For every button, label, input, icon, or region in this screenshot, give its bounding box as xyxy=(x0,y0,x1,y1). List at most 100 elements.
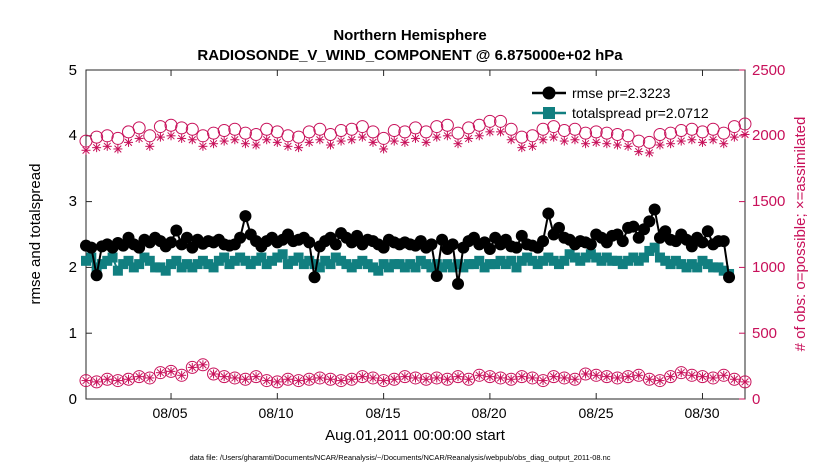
obs-assimilated-point xyxy=(538,376,548,386)
obs-possible-point xyxy=(440,372,454,386)
totalspread-point xyxy=(463,259,474,270)
totalspread-point xyxy=(538,255,549,266)
star-stroke xyxy=(496,128,505,136)
obs-possible-point xyxy=(217,370,231,384)
totalspread-point xyxy=(453,259,464,270)
obs-assimilated-point xyxy=(379,144,389,154)
obs-possible-point xyxy=(313,122,327,136)
totalspread-point xyxy=(612,255,623,266)
rmse-point xyxy=(170,224,183,237)
star-stroke xyxy=(146,142,154,151)
star-stroke xyxy=(539,136,547,144)
obs-possible-point xyxy=(706,371,720,385)
obs-assimilated-point xyxy=(687,370,697,380)
obs-possible-point xyxy=(525,371,539,385)
star-stroke xyxy=(316,136,324,144)
totalspread-point xyxy=(468,259,479,270)
totalspread-point xyxy=(639,252,650,263)
star-stroke xyxy=(188,363,197,372)
star-stroke xyxy=(103,142,111,151)
totalspread-point xyxy=(670,255,681,266)
totalspread-point xyxy=(224,259,235,270)
star-stroke xyxy=(316,374,324,382)
rmse-point xyxy=(180,231,193,244)
totalspread-point xyxy=(261,259,272,270)
totalspread-point xyxy=(378,259,389,270)
totalspread-point xyxy=(367,262,378,273)
obs-possible-point xyxy=(504,122,518,136)
obs-possible-point xyxy=(451,126,465,140)
obs-assimilated-point xyxy=(155,132,165,142)
obs-possible-point xyxy=(238,372,252,386)
obs-assimilated-point xyxy=(559,373,569,383)
star-stroke xyxy=(560,374,569,382)
totalspread-point xyxy=(644,245,655,256)
totalspread-point xyxy=(309,259,320,270)
star-stroke xyxy=(326,375,335,383)
obs-possible-point xyxy=(143,129,157,143)
obs-assimilated-point xyxy=(219,372,229,382)
star-stroke xyxy=(390,375,398,383)
obs-possible-point xyxy=(632,134,646,148)
obs-possible-point xyxy=(260,374,274,388)
totalspread-point xyxy=(298,259,309,270)
star-stroke xyxy=(146,374,154,382)
obs-assimilated-point xyxy=(602,372,612,382)
star-stroke xyxy=(518,143,526,152)
star-stroke xyxy=(273,378,282,386)
obs-possible-point xyxy=(695,125,709,139)
obs-possible-point xyxy=(568,372,582,386)
obs-assimilated-point xyxy=(570,135,580,145)
obs-assimilated-point xyxy=(368,137,378,147)
star-stroke xyxy=(209,370,218,378)
star-stroke xyxy=(720,371,728,380)
star-stroke xyxy=(677,368,685,377)
star-stroke xyxy=(252,372,260,381)
star-stroke xyxy=(549,133,558,141)
totalspread-point xyxy=(134,259,145,270)
totalspread-point xyxy=(118,259,129,270)
totalspread-point xyxy=(447,262,458,273)
totalspread-point xyxy=(346,262,357,273)
right-axis-ticks xyxy=(739,69,745,400)
star-stroke xyxy=(284,142,292,151)
rmse-point xyxy=(452,277,465,290)
totalspread-point xyxy=(474,255,485,266)
totalspread-point xyxy=(399,262,410,273)
totalspread-point xyxy=(336,255,347,266)
obs-assimilated-point xyxy=(485,372,495,382)
star-stroke xyxy=(114,376,122,385)
obs-assimilated-point xyxy=(283,141,293,151)
totalspread-point xyxy=(421,259,432,270)
star-stroke xyxy=(592,371,600,380)
obs-assimilated-point xyxy=(219,136,229,146)
obs-possible-point xyxy=(398,370,412,384)
totalspread-point xyxy=(362,259,373,270)
totalspread-point xyxy=(102,255,113,266)
obs-assimilated-point xyxy=(708,373,718,383)
star-stroke xyxy=(390,137,398,145)
totalspread-point xyxy=(320,255,331,266)
totalspread-point xyxy=(553,259,564,270)
star-stroke xyxy=(241,375,250,383)
totalspread-point xyxy=(219,252,230,263)
star-stroke xyxy=(231,374,239,382)
totalspread-point xyxy=(389,259,400,270)
obs-assimilated-point xyxy=(400,137,410,147)
totalspread-point xyxy=(123,255,134,266)
totalspread-point xyxy=(96,259,107,270)
legend-spread-label: totalspread pr=2.0712 xyxy=(572,105,709,121)
rmse-point xyxy=(542,207,555,220)
obs-assimilated-point xyxy=(442,374,452,384)
totalspread-point xyxy=(267,255,278,266)
obs-assimilated-point xyxy=(697,372,707,382)
rmse-point xyxy=(627,220,640,233)
obs-possible-point xyxy=(90,130,104,144)
x-tick-label: 08/10 xyxy=(258,405,293,421)
obs-possible-point xyxy=(334,124,348,138)
totalspread-point xyxy=(155,262,166,273)
obs-assimilated-point xyxy=(506,135,516,145)
totalspread-point xyxy=(415,255,426,266)
star-stroke xyxy=(581,370,590,378)
rmse-point xyxy=(90,269,103,282)
